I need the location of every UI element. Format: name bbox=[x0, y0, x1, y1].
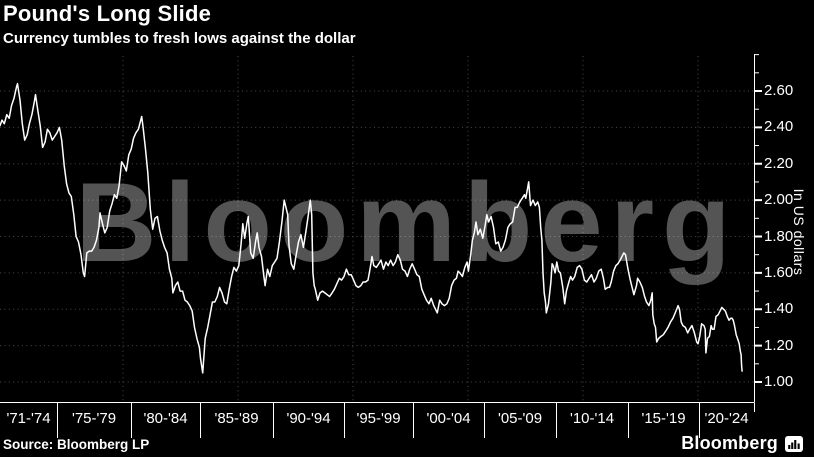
source-note: Source: Bloomberg LP bbox=[3, 437, 150, 452]
y-axis-title: In US dollars bbox=[791, 188, 807, 276]
y-tick-label: 1.20 bbox=[764, 336, 794, 354]
y-tick-label: 2.00 bbox=[764, 191, 794, 209]
y-tick-label: 1.00 bbox=[764, 373, 794, 390]
x-tick-label: '05-'09 bbox=[497, 410, 543, 427]
y-tick-label: 1.80 bbox=[764, 227, 794, 245]
y-tick-label: 2.20 bbox=[764, 154, 794, 172]
bloomberg-watermark: Bloomberg bbox=[75, 160, 739, 285]
x-tick-label: '75-'79 bbox=[71, 410, 117, 427]
x-tick-label: '15-'19 bbox=[641, 410, 686, 427]
price-line bbox=[0, 82, 743, 374]
x-tick-label: '71-'74 bbox=[6, 410, 51, 427]
bloomberg-logo: Bloomberg bbox=[681, 433, 803, 454]
bloomberg-logo-text: Bloomberg bbox=[681, 433, 778, 453]
y-tick-label: 2.40 bbox=[764, 118, 794, 136]
y-tick-label: 1.60 bbox=[764, 263, 794, 281]
x-tick-label: '00-'04 bbox=[426, 410, 471, 427]
x-tick-label: '90-'94 bbox=[286, 410, 331, 427]
y-tick-label: 1.40 bbox=[764, 300, 794, 318]
chart-subtitle: Currency tumbles to fresh lows against t… bbox=[3, 30, 356, 47]
y-tick-label: 2.60 bbox=[764, 82, 794, 99]
x-tick-label: '95-'99 bbox=[356, 410, 401, 427]
x-tick-label: '85-'89 bbox=[214, 410, 259, 427]
bloomberg-bars-icon bbox=[785, 435, 803, 452]
x-tick-label: '20-'24 bbox=[704, 410, 749, 427]
x-tick-label: '80-'84 bbox=[143, 410, 188, 427]
x-tick-label: '10-'14 bbox=[569, 410, 615, 427]
chart-title: Pound's Long Slide bbox=[3, 1, 212, 26]
